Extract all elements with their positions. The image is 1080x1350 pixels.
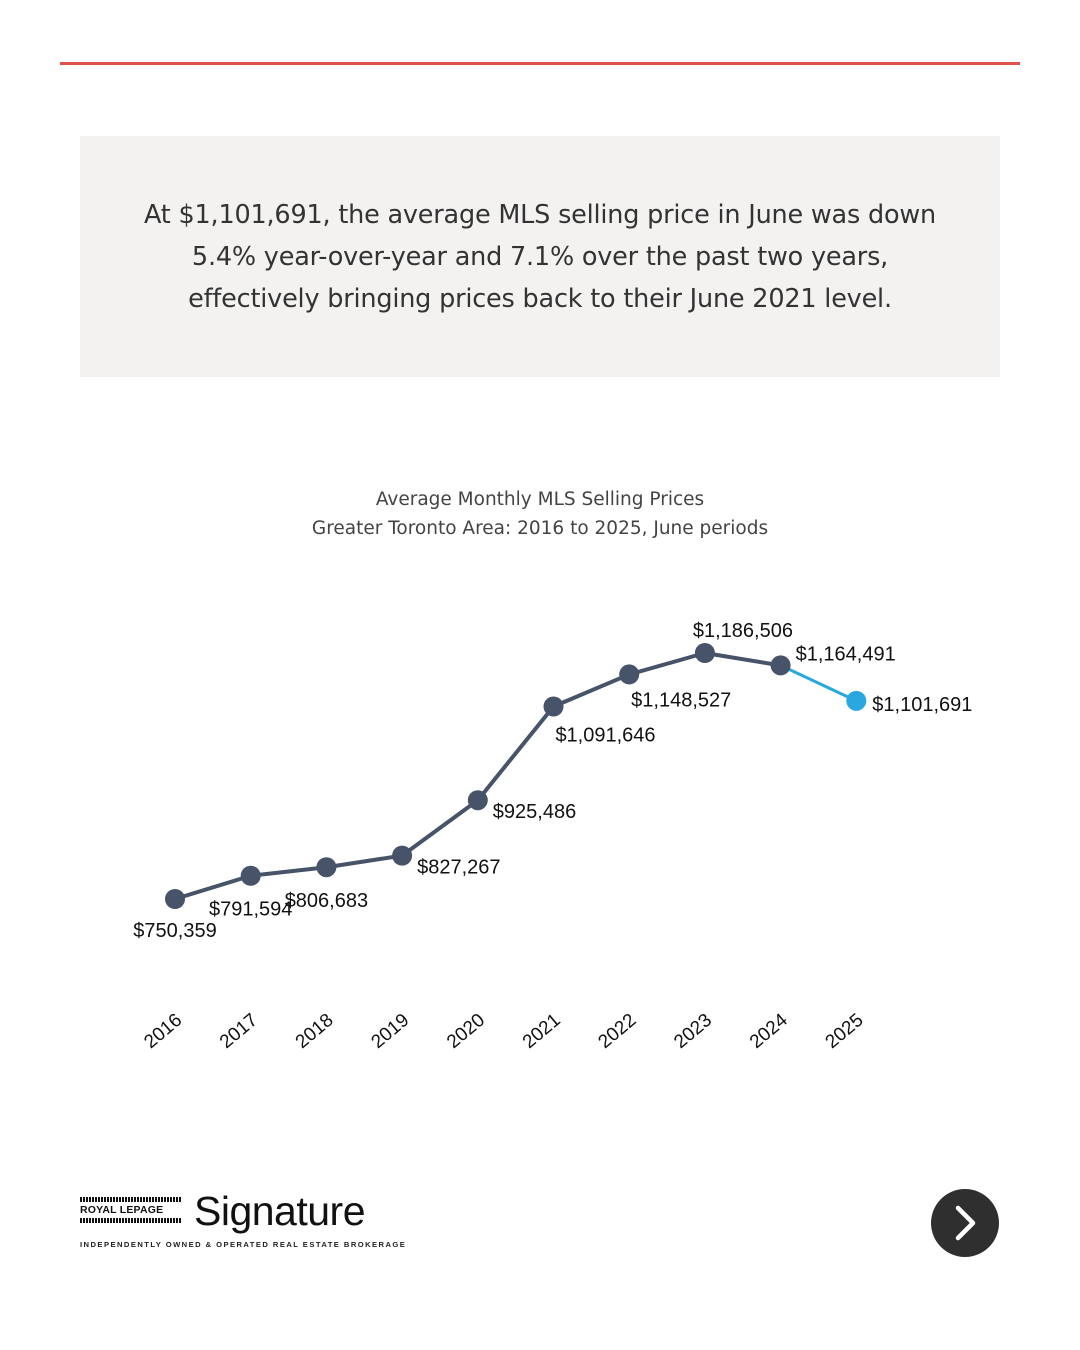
brand-tagline: INDEPENDENTLY OWNED & OPERATED REAL ESTA…	[80, 1240, 407, 1249]
royal-lepage-mark: ROYAL LEPAGE	[80, 1197, 182, 1223]
chart-heading: Average Monthly MLS Selling Prices Great…	[0, 485, 1080, 543]
x-tick-label-2023: 2023	[670, 1010, 716, 1053]
data-point-2025	[846, 690, 867, 711]
top-divider	[60, 62, 1020, 65]
data-point-2022	[619, 664, 640, 685]
data-point-2018	[316, 857, 337, 878]
x-tick-label-2019: 2019	[367, 1010, 413, 1053]
chart-title: Average Monthly MLS Selling Prices	[375, 489, 705, 510]
x-tick-label-2025: 2025	[822, 1010, 868, 1053]
x-tick-label-2022: 2022	[595, 1010, 641, 1053]
data-label-2021: $1,091,646	[555, 725, 655, 747]
chart-subtitle: Greater Toronto Area: 2016 to 2025, June…	[311, 518, 769, 539]
data-point-2017	[240, 865, 261, 886]
brand-small-text: ROYAL LEPAGE	[80, 1204, 164, 1216]
data-label-2022: $1,148,527	[631, 689, 731, 711]
data-label-2023: $1,186,506	[693, 620, 793, 642]
data-label-2024: $1,164,491	[796, 643, 896, 665]
x-tick-label-2021: 2021	[519, 1010, 565, 1053]
next-slide-button[interactable]	[931, 1189, 999, 1257]
data-point-2016	[165, 889, 185, 909]
data-label-2018: $806,683	[285, 890, 368, 912]
data-point-2019	[392, 845, 413, 866]
x-tick-label-2024: 2024	[746, 1009, 792, 1053]
data-point-2021	[543, 696, 564, 717]
data-label-2017: $791,594	[209, 899, 292, 921]
summary-callout: At $1,101,691, the average MLS selling p…	[80, 136, 1000, 377]
data-label-2019: $827,267	[417, 857, 500, 879]
x-tick-label-2018: 2018	[292, 1010, 338, 1053]
data-label-2025: $1,101,691	[872, 694, 972, 716]
data-point-2023	[694, 643, 715, 663]
x-tick-label-2020: 2020	[443, 1010, 489, 1053]
data-label-2020: $925,486	[493, 801, 576, 823]
data-label-2016: $750,359	[133, 920, 216, 942]
price-line-chart: $750,359$791,594$806,683 $827,267 $925,486…	[133, 620, 972, 1053]
x-tick-label-2016: 2016	[140, 1010, 186, 1053]
data-point-2020	[467, 790, 488, 811]
series-line-latest-segment	[779, 664, 857, 703]
brand-name: Signature	[194, 1188, 366, 1234]
summary-text: At $1,101,691, the average MLS selling p…	[144, 199, 936, 314]
chevron-right-icon	[955, 1205, 976, 1241]
brand-logo: ROYAL LEPAGE Signature INDEPENDENTLY OWN…	[80, 1188, 420, 1252]
data-point-2024	[770, 655, 791, 676]
x-tick-label-2017: 2017	[216, 1010, 262, 1053]
